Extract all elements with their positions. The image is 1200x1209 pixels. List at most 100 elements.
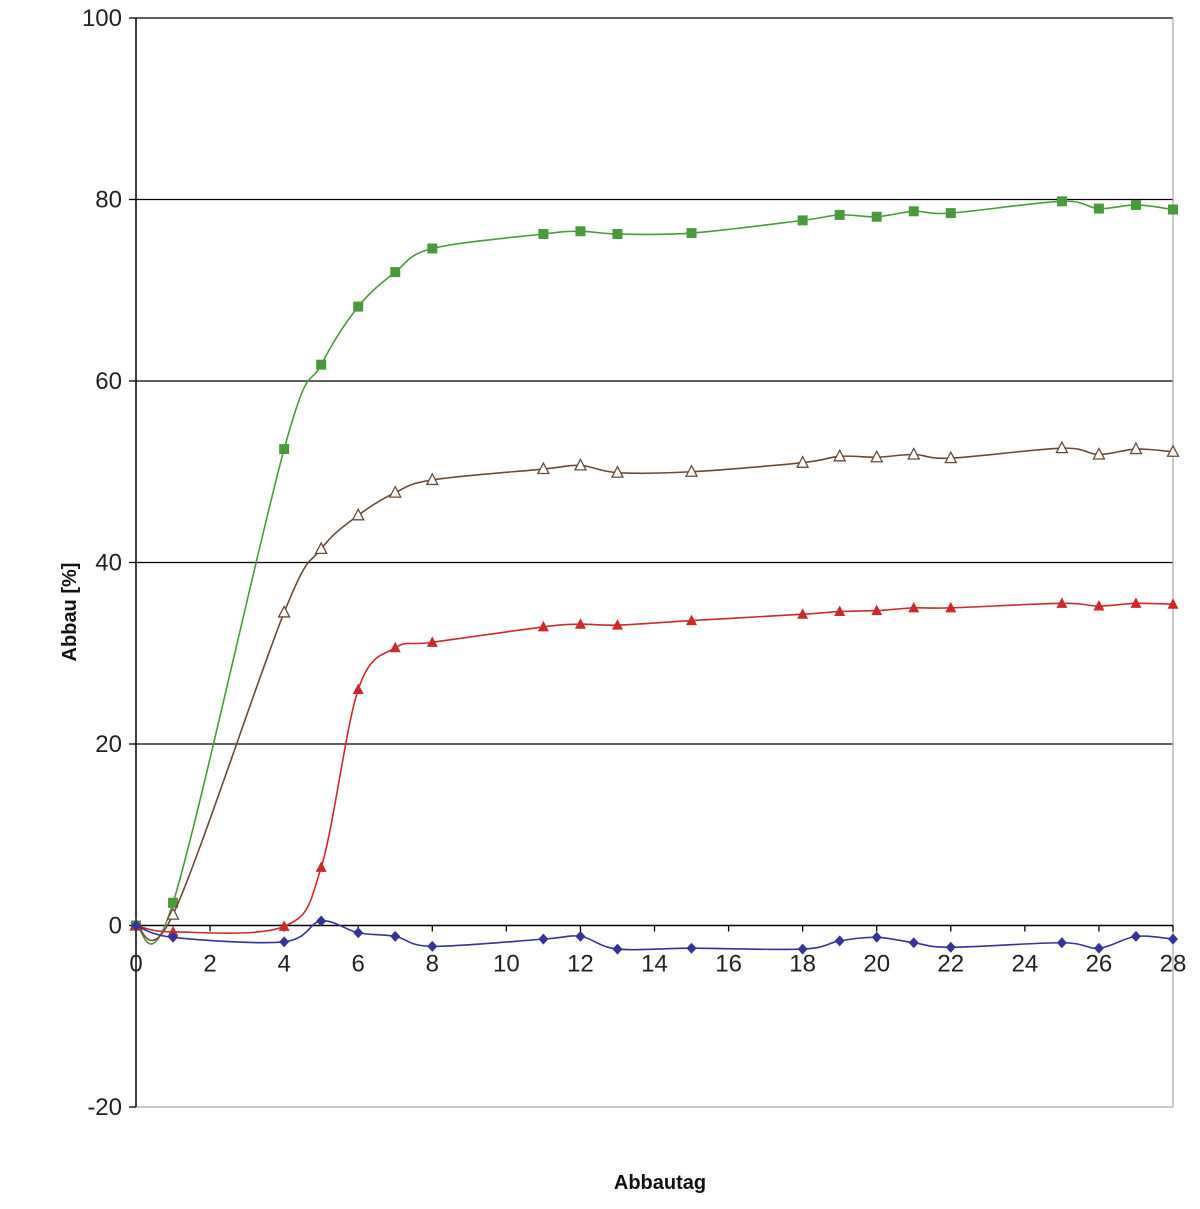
- data-point: [797, 608, 809, 619]
- x-tick-label: 20: [863, 951, 890, 978]
- data-point: [167, 925, 179, 937]
- data-point: [536, 461, 550, 475]
- y-tick-label: 20: [95, 731, 122, 758]
- data-point: [796, 455, 810, 468]
- data-point: [1166, 444, 1180, 457]
- data-point: [390, 930, 401, 942]
- data-point: [944, 450, 958, 464]
- y-tick-label: 80: [95, 187, 122, 214]
- data-point: [351, 507, 365, 521]
- data-point: [1056, 196, 1067, 207]
- data-point: [834, 605, 846, 617]
- data-point: [612, 943, 623, 955]
- data-point: [871, 604, 883, 616]
- y-tick-label: 60: [95, 368, 122, 395]
- x-tick-label: 12: [567, 951, 594, 978]
- data-point: [611, 619, 623, 630]
- x-axis-title: Abbautag: [614, 1172, 706, 1194]
- data-point: [907, 447, 921, 460]
- data-point: [1167, 598, 1179, 609]
- y-tick-label: 0: [109, 913, 122, 940]
- data-point: [168, 931, 179, 943]
- x-tick-label: 14: [641, 951, 668, 978]
- data-point: [279, 936, 290, 948]
- data-point: [1093, 600, 1105, 611]
- data-point: [537, 620, 549, 632]
- x-tick-label: 22: [937, 951, 964, 978]
- data-point: [686, 942, 697, 954]
- data-point: [538, 228, 549, 239]
- data-point: [279, 444, 290, 455]
- data-point: [426, 636, 438, 647]
- data-point: [427, 940, 438, 952]
- data-point: [1093, 942, 1104, 954]
- x-tick-label: 24: [1012, 951, 1039, 978]
- data-point: [871, 931, 882, 943]
- data-point: [684, 464, 699, 477]
- data-point: [1168, 933, 1178, 945]
- data-point: [1093, 203, 1104, 214]
- series-4: [131, 915, 1178, 955]
- data-point: [575, 930, 586, 942]
- data-point: [573, 457, 588, 471]
- data-point: [574, 618, 586, 629]
- data-point: [166, 907, 180, 920]
- data-point: [870, 449, 884, 463]
- data-point: [945, 601, 957, 613]
- data-point: [427, 243, 438, 254]
- data-point: [1130, 199, 1141, 210]
- data-point: [353, 927, 364, 939]
- data-point: [278, 920, 290, 931]
- data-point: [131, 920, 141, 931]
- series-3: [130, 597, 1179, 937]
- data-point: [1168, 204, 1178, 215]
- data-point: [686, 228, 697, 239]
- data-point: [388, 485, 402, 498]
- data-point: [1056, 597, 1068, 608]
- data-point: [834, 209, 845, 220]
- x-tick-label: 26: [1086, 951, 1113, 978]
- data-point: [612, 228, 623, 239]
- data-point: [908, 206, 919, 217]
- data-point: [610, 465, 625, 478]
- data-point: [1130, 597, 1142, 608]
- data-point: [1130, 930, 1141, 942]
- data-point: [908, 937, 919, 949]
- data-point: [316, 359, 327, 370]
- x-tick-label: 8: [426, 951, 439, 978]
- data-point: [315, 861, 327, 872]
- data-point: [390, 267, 401, 278]
- y-tick-label: 100: [82, 5, 122, 32]
- data-point: [353, 301, 364, 312]
- data-point: [352, 683, 364, 695]
- data-point: [425, 472, 439, 486]
- data-point: [1092, 447, 1106, 460]
- gridlines: [136, 17, 1173, 745]
- series-line: [135, 602, 1174, 934]
- data-point: [314, 541, 328, 555]
- data-point: [797, 943, 808, 955]
- series-1: [131, 196, 1178, 945]
- data-point: [908, 601, 920, 613]
- data-point: [833, 448, 847, 462]
- data-point: [389, 641, 401, 653]
- data-point: [277, 605, 291, 618]
- data-point: [797, 215, 808, 226]
- data-point: [316, 915, 327, 927]
- x-tick-label: 2: [203, 951, 216, 978]
- x-tick-label: 16: [715, 951, 742, 978]
- data-point: [1129, 441, 1143, 455]
- x-tick-label: 4: [277, 951, 290, 978]
- data-point: [538, 933, 549, 945]
- data-point: [834, 935, 845, 947]
- data-point: [871, 211, 882, 222]
- series-line: [135, 200, 1174, 945]
- x-tick-label: 0: [129, 951, 142, 978]
- series: [129, 196, 1180, 955]
- data-point: [168, 897, 179, 908]
- x-tick-label: 28: [1160, 951, 1187, 978]
- data-point: [686, 614, 698, 626]
- y-axis-title: Abbau [%]: [59, 563, 81, 662]
